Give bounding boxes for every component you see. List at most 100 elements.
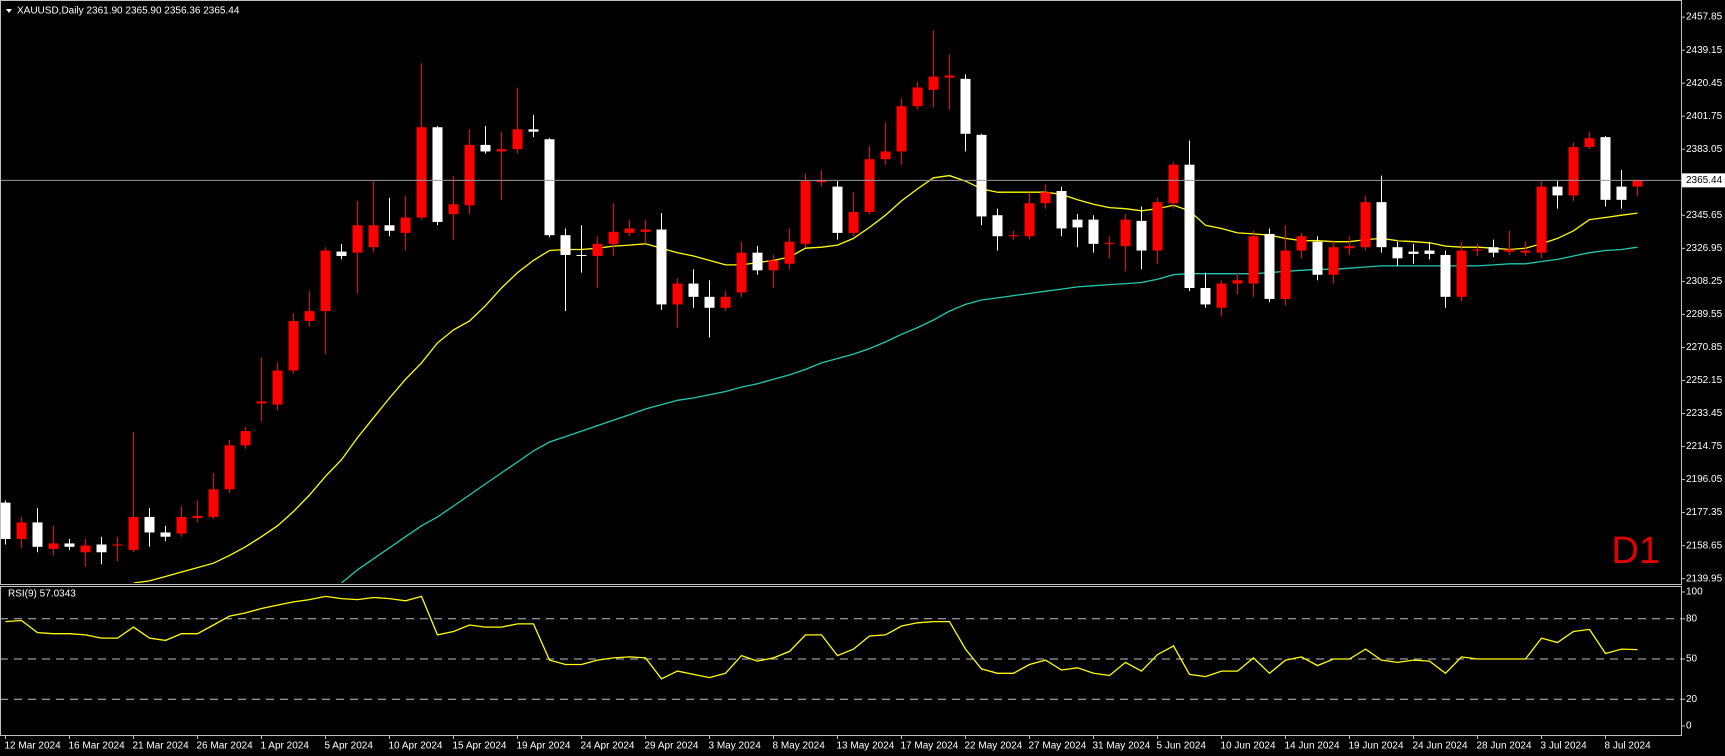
candle-body: [1104, 242, 1115, 244]
candle-body: [800, 181, 811, 244]
candle-body: [816, 180, 827, 183]
x-tick-label: 8 May 2024: [773, 741, 826, 752]
x-tick-label: 1 Apr 2024: [261, 741, 310, 752]
candle-body: [128, 516, 139, 550]
candle-body: [880, 151, 891, 160]
candle-body: [592, 243, 603, 257]
candle-body: [1296, 236, 1307, 251]
candle-body: [160, 532, 171, 537]
candle-body: [1152, 202, 1163, 251]
candle-body: [1136, 220, 1147, 251]
y-tick-label: 2177.35: [1686, 507, 1723, 518]
candle-body: [320, 250, 331, 312]
x-tick-label: 3 Jul 2024: [1541, 741, 1588, 752]
candle-body: [864, 159, 875, 213]
y-tick-label: 2214.75: [1686, 441, 1723, 452]
candle-body: [1600, 137, 1611, 200]
x-tick-label: 22 May 2024: [965, 741, 1023, 752]
x-tick-label: 15 Apr 2024: [453, 741, 507, 752]
candle-body: [1264, 233, 1275, 299]
y-tick-label: 2345.65: [1686, 210, 1723, 221]
candle-body: [208, 489, 219, 517]
candle-body: [64, 543, 75, 547]
candle-body: [1168, 164, 1179, 204]
y-tick-label: 80: [1686, 613, 1698, 624]
candle-body: [1632, 180, 1643, 187]
x-tick-label: 5 Apr 2024: [325, 741, 374, 752]
candle-body: [528, 129, 539, 132]
candle-body: [192, 515, 203, 518]
y-tick-label: 100: [1686, 587, 1703, 598]
y-tick-label: 2289.55: [1686, 309, 1723, 320]
x-tick-label: 24 Jun 2024: [1413, 741, 1468, 752]
candle-body: [16, 522, 27, 540]
candle-body: [976, 134, 987, 217]
candle-body: [944, 75, 955, 78]
x-tick-label: 26 Mar 2024: [197, 741, 254, 752]
y-tick-label: 2401.75: [1686, 111, 1723, 122]
candle-body: [848, 212, 859, 233]
y-tick-label: 0: [1686, 721, 1692, 732]
y-tick-label: 2420.45: [1686, 78, 1723, 89]
candle-body: [1088, 219, 1099, 244]
moving-average-line: [133, 174, 1638, 583]
x-tick-label: 28 Jun 2024: [1477, 741, 1532, 752]
candle-body: [144, 516, 155, 533]
candle-body: [736, 252, 747, 293]
candle-body: [1488, 247, 1499, 253]
symbol-menu-arrow[interactable]: [6, 9, 12, 13]
candle-body: [48, 543, 59, 549]
y-tick-label: 2439.15: [1686, 45, 1723, 56]
x-tick-label: 14 Jun 2024: [1285, 741, 1340, 752]
candle-body: [1376, 202, 1387, 248]
candle-body: [992, 215, 1003, 237]
candle-body: [336, 251, 347, 257]
x-tick-label: 5 Jun 2024: [1157, 741, 1207, 752]
candle-body: [112, 544, 123, 546]
candle-body: [1568, 147, 1579, 196]
candle-body: [176, 516, 187, 534]
rsi-title: RSI(9) 57.0343: [8, 589, 76, 600]
x-tick-label: 17 May 2024: [901, 741, 959, 752]
candle-body: [240, 431, 251, 446]
candle-body: [720, 296, 731, 308]
candle-body: [1552, 186, 1563, 196]
candle-body: [1072, 219, 1083, 228]
x-tick-label: 3 May 2024: [709, 741, 762, 752]
x-tick-label: 13 May 2024: [837, 741, 895, 752]
candle-body: [1184, 164, 1195, 288]
candle-body: [688, 283, 699, 297]
candle-body: [704, 296, 715, 308]
candle-body: [640, 229, 651, 232]
candle-body: [80, 545, 91, 553]
candle-body: [1616, 186, 1627, 200]
candle-body: [32, 522, 43, 547]
y-tick-label: 2383.05: [1686, 144, 1723, 155]
candle-body: [1424, 250, 1435, 254]
candle-body: [1216, 283, 1227, 308]
x-tick-label: 31 May 2024: [1093, 741, 1151, 752]
candle-body: [832, 186, 843, 233]
price-panel-frame: [0, 0, 1682, 585]
candle-body: [1440, 254, 1451, 297]
candle-body: [544, 139, 555, 236]
candle-body: [1456, 250, 1467, 297]
candle-body: [1504, 249, 1515, 252]
candle-body: [448, 204, 459, 215]
x-tick-label: 16 Mar 2024: [69, 741, 126, 752]
candle-body: [768, 260, 779, 271]
candle-body: [608, 231, 619, 244]
candle-body: [1232, 280, 1243, 284]
candle-body: [656, 229, 667, 305]
y-tick-label: 2139.95: [1686, 573, 1723, 584]
candle-body: [928, 76, 939, 90]
candle-body: [1280, 250, 1291, 299]
y-tick-label: 2308.25: [1686, 276, 1723, 287]
candle-body: [1344, 246, 1355, 249]
moving-average-line: [341, 246, 1638, 583]
x-tick-label: 19 Apr 2024: [517, 741, 571, 752]
y-tick-label: 2233.45: [1686, 408, 1723, 419]
candle-body: [512, 129, 523, 150]
price-plot: [1, 30, 1681, 583]
